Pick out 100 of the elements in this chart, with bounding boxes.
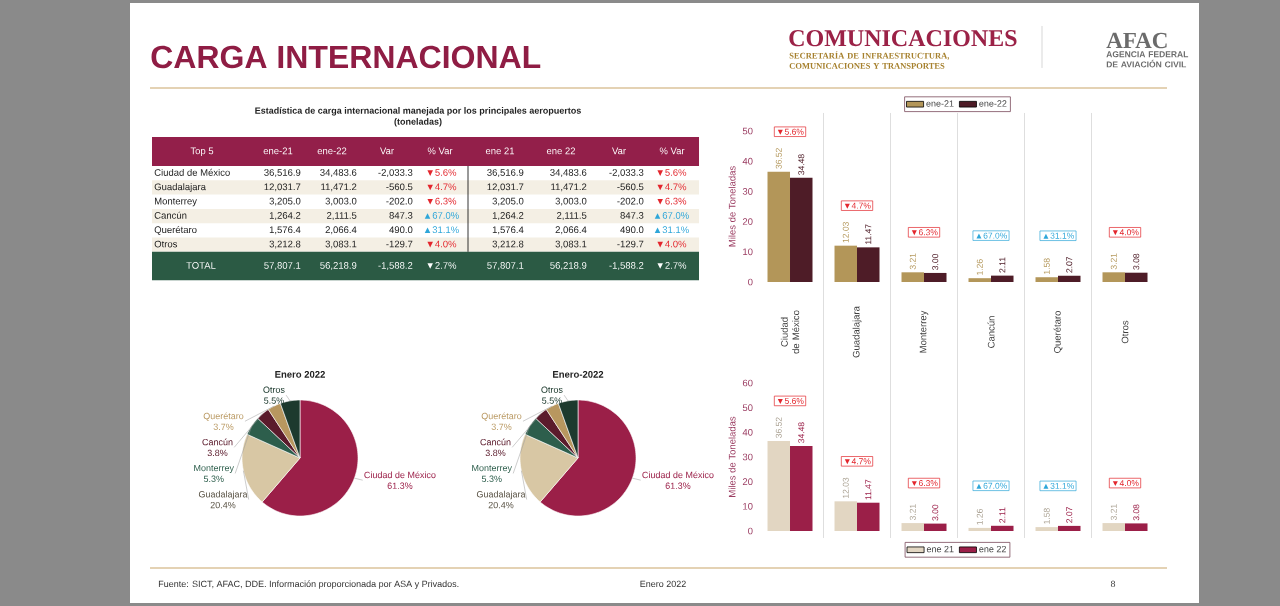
- data-label: 57,807.1: [264, 262, 301, 270]
- bar: [857, 502, 880, 531]
- y-tick-label: 20: [742, 478, 753, 486]
- data-label: 3.8%: [207, 449, 228, 457]
- data-label: 11.47: [865, 479, 872, 500]
- data-label: 3,083.1: [555, 240, 587, 249]
- data-label: 56,218.9: [320, 262, 357, 270]
- data-label: 36.52: [775, 417, 782, 438]
- text: Var: [612, 147, 626, 155]
- text: ene 22: [546, 147, 576, 155]
- data-label: 3.21: [1110, 253, 1117, 270]
- data-label: 2.07: [1066, 256, 1073, 273]
- text: SECRETARÍA DE INFRAESTRUCTURA, COMUNICACIONES Y TRANSPORTES: [789, 51, 950, 69]
- data-label: ▲67.0%: [654, 212, 689, 219]
- bar: [767, 440, 791, 531]
- data-label: 490.0: [620, 226, 644, 234]
- y-tick-label: 60: [742, 379, 753, 387]
- x-tick-label: Cancún: [987, 316, 995, 348]
- data-label: 3,003.0: [325, 197, 357, 206]
- annotation: ▼4.7%: [844, 458, 871, 465]
- data-label: 3,212.8: [492, 240, 524, 249]
- data-label: 34.48: [798, 154, 805, 175]
- slice-label: Ciudad de México: [364, 471, 436, 479]
- slice-label: Cancún: [480, 438, 511, 446]
- data-label: ▼4.7%: [657, 183, 687, 191]
- data-label: 12.03: [842, 222, 849, 243]
- data-label: -1,588.2: [609, 262, 644, 270]
- annotation: ▼4.0%: [1112, 480, 1139, 487]
- data-label: 56,218.9: [550, 262, 587, 270]
- data-label: -2,033.3: [378, 169, 413, 178]
- data-label: 5.3%: [481, 475, 502, 482]
- data-label: 1.26: [976, 259, 983, 275]
- data-label: 36.52: [775, 148, 782, 169]
- annotation: ▼4.7%: [844, 202, 871, 209]
- data-label: 2,111.5: [556, 212, 587, 220]
- data-label: 3.7%: [213, 423, 234, 431]
- bar: [924, 272, 947, 282]
- data-label: ▼5.6%: [657, 169, 687, 176]
- data-label: 20.4%: [488, 501, 514, 509]
- bar: [968, 527, 992, 531]
- data-label: 3.21: [1110, 504, 1117, 521]
- data-label: ▲31.1%: [424, 226, 459, 234]
- data-label: -129.7: [386, 240, 413, 248]
- data-label: 12,031.7: [487, 183, 524, 192]
- bar: [1058, 275, 1081, 282]
- data-label: -1,588.2: [378, 262, 413, 270]
- bar: [857, 247, 880, 282]
- data-label: 3,205.0: [269, 197, 301, 206]
- text: ene-22: [317, 147, 347, 155]
- data-label: ▼4.0%: [657, 240, 687, 248]
- data-label: 3.00: [932, 504, 939, 521]
- data-label: 20.4%: [210, 501, 236, 509]
- data-label: ▼4.7%: [427, 183, 457, 191]
- data-label: 3,003.0: [555, 197, 587, 206]
- data-label: 3.21: [909, 504, 916, 521]
- bar: [790, 177, 813, 282]
- annotation: ▼5.6%: [777, 128, 804, 135]
- data-label: 5.5%: [542, 397, 562, 404]
- data-label: 61.3%: [387, 482, 413, 489]
- text: Enero 2022: [640, 580, 686, 588]
- slice-label: Guadalajara: [476, 490, 526, 500]
- bar: [834, 501, 858, 531]
- data-label: 34.48: [798, 422, 805, 443]
- legend-label: ene-21: [926, 100, 954, 107]
- data-label: 1.58: [1043, 508, 1050, 524]
- slice-label: Monterrey: [472, 464, 512, 473]
- chart-title: Enero-2022: [553, 371, 604, 378]
- data-label: 3,205.0: [492, 197, 524, 206]
- data-label: 3.21: [909, 253, 916, 270]
- category-label: Cancún: [154, 211, 187, 219]
- annotation: ▲67.0%: [976, 232, 1007, 239]
- x-tick-label: Monterrey: [919, 310, 929, 353]
- data-label: 847.3: [620, 212, 644, 219]
- data-label: -202.0: [386, 197, 413, 205]
- y-tick-label: 10: [743, 248, 753, 256]
- data-label: 11,471.2: [321, 183, 357, 192]
- bar: [1035, 527, 1059, 531]
- data-label: 2.07: [1066, 507, 1073, 523]
- slice-label: Otros: [541, 386, 563, 393]
- data-label: 12,031.7: [264, 183, 301, 192]
- bar: [1102, 523, 1126, 531]
- text: ene-21: [263, 147, 293, 155]
- category-label: TOTAL: [186, 262, 216, 269]
- data-label: ▼4.0%: [427, 240, 457, 248]
- x-tick-label: Otros: [1121, 320, 1129, 344]
- slice-label: Querétaro: [481, 412, 522, 421]
- category-label: Guadalajara: [154, 183, 206, 193]
- data-label: ▼6.3%: [657, 197, 687, 205]
- data-label: 5.5%: [264, 397, 284, 404]
- data-label: 1,264.2: [269, 212, 301, 220]
- bar: [767, 171, 791, 282]
- text: ene 21: [485, 147, 515, 155]
- x-tick-label: Ciudad de México: [780, 310, 800, 354]
- data-label: ▲67.0%: [424, 212, 459, 219]
- data-label: 3.8%: [485, 449, 506, 457]
- data-label: 34,483.6: [550, 169, 587, 178]
- text: Var: [380, 147, 394, 155]
- data-label: -202.0: [617, 197, 644, 205]
- text: CARGA INTERNACIONAL: [151, 45, 541, 69]
- category-label: Querétaro: [154, 225, 197, 235]
